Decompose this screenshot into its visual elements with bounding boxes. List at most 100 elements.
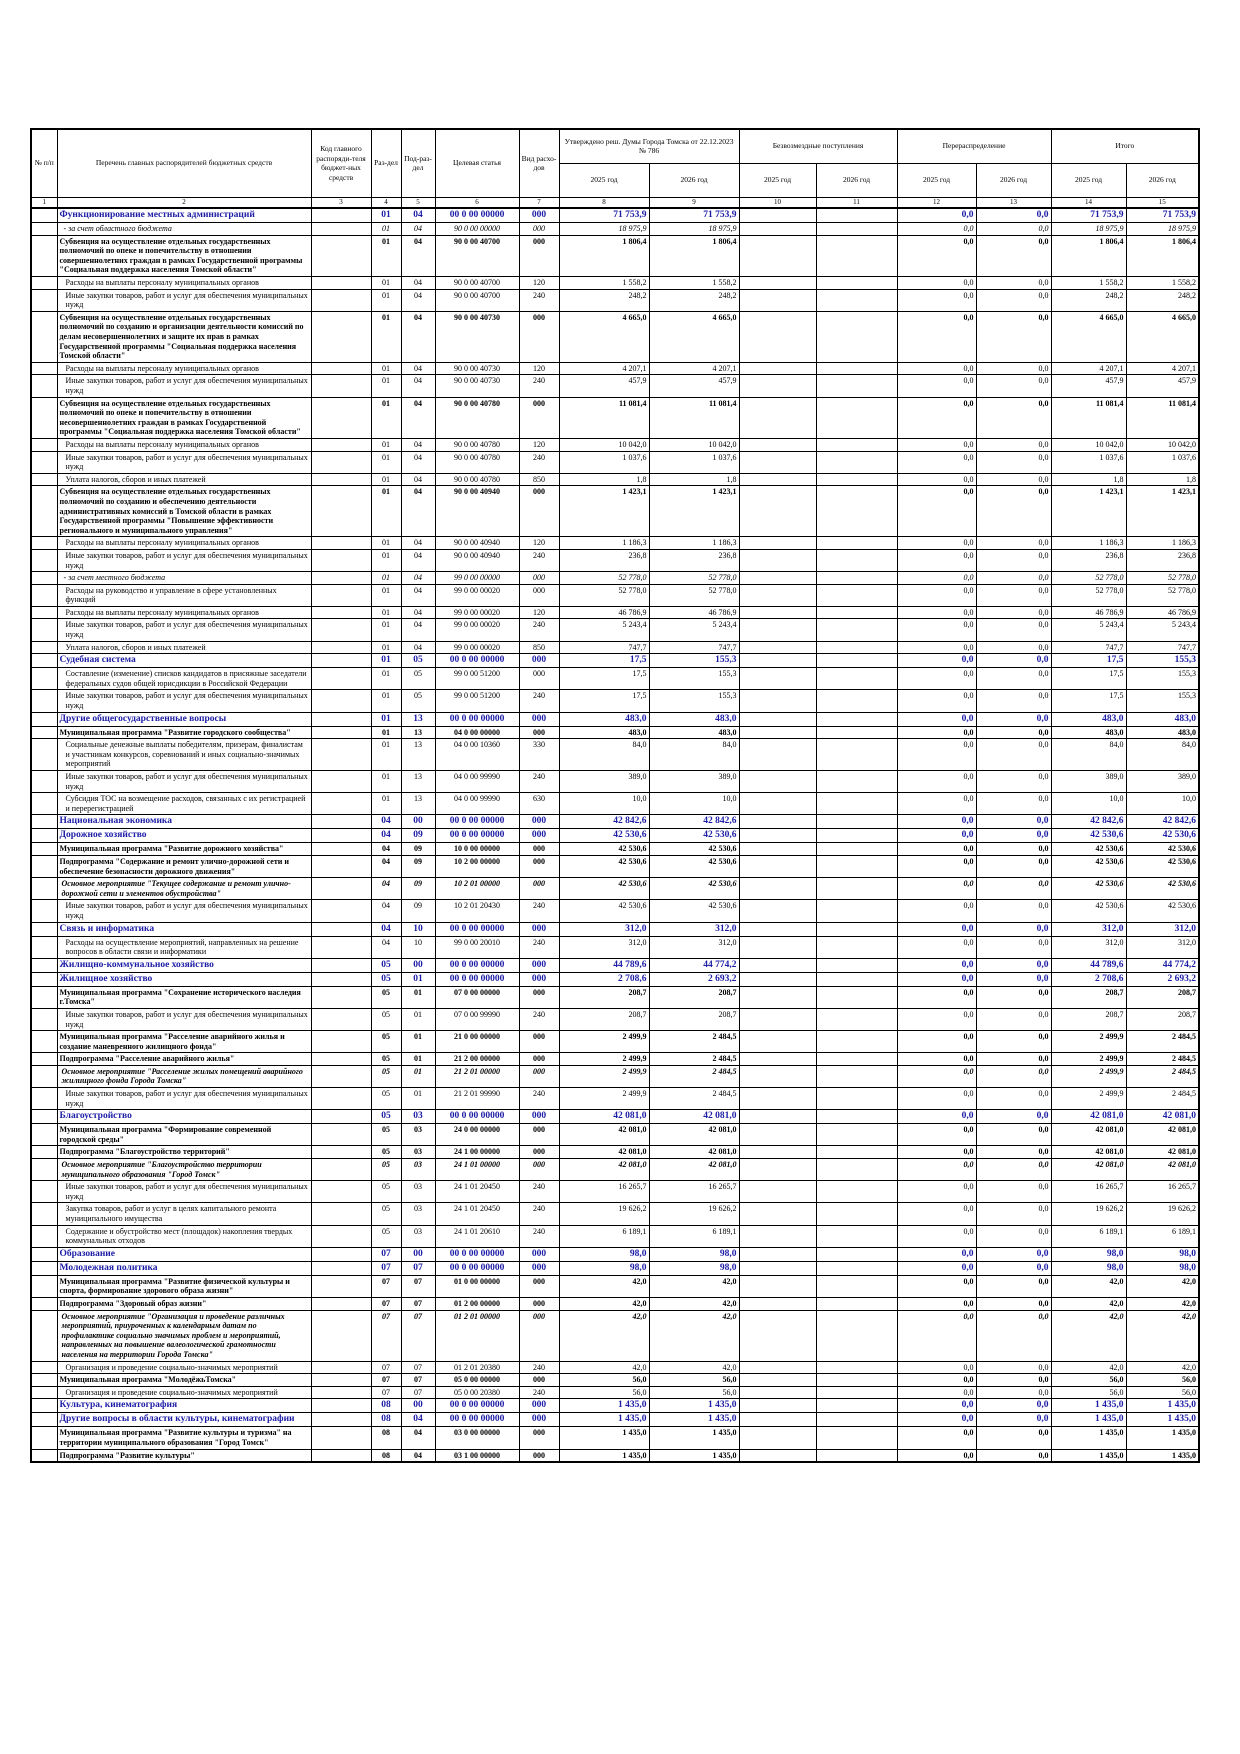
empty-cell xyxy=(815,667,898,691)
cell: 0,0 xyxy=(975,842,1052,856)
table-row: Уплата налогов, сборов и иных платежей 01… xyxy=(30,472,1200,487)
empty-cell xyxy=(738,536,817,550)
cell: 0,0 xyxy=(896,1109,977,1125)
cell: 07 0 00 99990 xyxy=(434,1007,520,1032)
cell: 01 xyxy=(370,618,402,642)
empty-cell xyxy=(738,374,817,398)
cell: 0,0 xyxy=(896,618,977,642)
row-label: Основное мероприятие "Текущее содержание… xyxy=(56,877,312,901)
empty-cell xyxy=(738,1224,817,1248)
cell: 000 xyxy=(518,667,560,691)
cell: 52 778,0 xyxy=(1050,583,1127,607)
cell: 1 806,4 xyxy=(1050,234,1127,278)
cell: 05 xyxy=(370,1158,402,1182)
empty-cell xyxy=(815,583,898,607)
cell: 98,0 xyxy=(558,1260,650,1276)
cell: 2 484,5 xyxy=(1125,1052,1200,1066)
cell: 42 530,6 xyxy=(648,828,740,844)
cell: 42 530,6 xyxy=(1125,854,1200,879)
cell: 10,0 xyxy=(1050,792,1127,816)
cell: 01 2 01 20380 xyxy=(434,1360,520,1375)
empty-cell xyxy=(738,1180,817,1204)
table-row: Расходы на выплаты персоналу муниципальн… xyxy=(30,605,1200,620)
cell: 05 0 00 00000 xyxy=(434,1373,520,1387)
empty-cell xyxy=(310,1180,372,1204)
cell: 16 265,7 xyxy=(558,1180,650,1204)
cell: 98,0 xyxy=(1050,1260,1127,1276)
cell: 90 0 00 40730 xyxy=(434,361,520,376)
table-row: Национальная экономика 04 00 00 0 00 00000 0… xyxy=(30,814,1200,830)
empty-cell xyxy=(310,450,372,474)
cell: 08 xyxy=(370,1426,402,1450)
cell: 00 0 00 00000 xyxy=(434,207,520,224)
cell: 240 xyxy=(518,1224,560,1248)
row-label: Иные закупки товаров, работ и услуг для … xyxy=(56,548,312,573)
cell: 0,0 xyxy=(975,1246,1052,1262)
cell: 03 xyxy=(400,1145,436,1160)
cell: 42 530,6 xyxy=(1050,854,1127,879)
cell: 0,0 xyxy=(975,640,1052,655)
cell: 05 xyxy=(370,985,402,1009)
cell: 01 2 01 00000 xyxy=(434,1309,520,1362)
cell: 04 xyxy=(370,877,402,901)
cell: 457,9 xyxy=(1050,374,1127,398)
cell: 0,0 xyxy=(975,1030,1052,1054)
cell: 483,0 xyxy=(558,711,650,727)
row-label: Муниципальная программа "МолодёжьТомска" xyxy=(56,1373,312,1387)
cell: 457,9 xyxy=(648,374,740,398)
cell: 04 0 00 00000 xyxy=(434,725,520,740)
cell: 0,0 xyxy=(975,1202,1052,1226)
empty-cell xyxy=(30,1180,58,1204)
empty-cell xyxy=(738,1260,817,1276)
cell: 07 xyxy=(400,1296,436,1311)
empty-cell xyxy=(30,618,58,642)
empty-cell xyxy=(815,854,898,879)
cell: 0,0 xyxy=(896,450,977,474)
cell: 1,8 xyxy=(648,472,740,487)
empty-cell xyxy=(738,583,817,607)
empty-cell xyxy=(815,1398,898,1414)
cell: 00 0 00 00000 xyxy=(434,814,520,830)
cell: 05 xyxy=(370,1030,402,1054)
cell: 99 0 00 51200 xyxy=(434,689,520,713)
cell: 42 530,6 xyxy=(648,842,740,856)
cell: 2 693,2 xyxy=(648,971,740,987)
cell: 17,5 xyxy=(558,667,650,691)
cell: 0,0 xyxy=(975,1296,1052,1311)
empty-cell xyxy=(310,738,372,771)
row-label: Иные закупки товаров, работ и услуг для … xyxy=(56,1007,312,1032)
cell: 0,0 xyxy=(896,667,977,691)
cell: 04 xyxy=(400,583,436,607)
column-header: № п/п xyxy=(30,128,58,198)
cell: 0,0 xyxy=(975,288,1052,312)
column-number: 1 xyxy=(30,196,58,210)
cell: 05 0 00 20380 xyxy=(434,1385,520,1400)
row-label: Организация и проведение социально-значи… xyxy=(56,1360,312,1375)
table-row: Иные закупки товаров, работ и услуг для … xyxy=(30,1180,1200,1204)
cell: 07 0 00 00000 xyxy=(434,985,520,1009)
cell: 0,0 xyxy=(975,854,1052,879)
cell: 155,3 xyxy=(1125,689,1200,713)
cell: 42 081,0 xyxy=(648,1158,740,1182)
cell: 21 2 01 00000 xyxy=(434,1064,520,1089)
cell: 000 xyxy=(518,234,560,278)
empty-cell xyxy=(815,1309,898,1362)
cell: 000 xyxy=(518,1296,560,1311)
cell: 1 037,6 xyxy=(558,450,650,474)
row-label: Расходы на выплаты персоналу муниципальн… xyxy=(56,536,312,550)
cell: 457,9 xyxy=(1125,374,1200,398)
cell: 0,0 xyxy=(975,1158,1052,1182)
cell: 850 xyxy=(518,472,560,487)
cell: 42 081,0 xyxy=(1050,1123,1127,1147)
cell: 04 xyxy=(370,854,402,879)
cell: 17,5 xyxy=(558,653,650,669)
year-header: 2026 год xyxy=(1125,162,1200,198)
cell: 2 484,5 xyxy=(1125,1030,1200,1054)
cell: 0,0 xyxy=(975,1309,1052,1362)
table-row: Муниципальная программа "МолодёжьТомска"… xyxy=(30,1373,1200,1387)
cell: 10 042,0 xyxy=(558,437,650,452)
cell: 330 xyxy=(518,738,560,771)
empty-cell xyxy=(310,1274,372,1298)
empty-cell xyxy=(815,1007,898,1032)
empty-cell xyxy=(815,842,898,856)
